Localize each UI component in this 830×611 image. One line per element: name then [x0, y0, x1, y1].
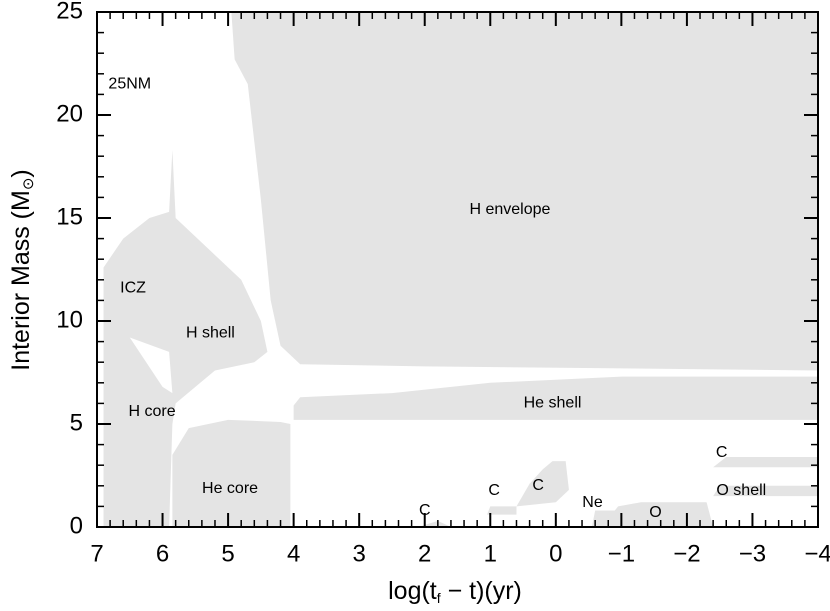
- x-label-sub: f: [437, 590, 441, 606]
- region-label: O shell: [716, 482, 766, 499]
- x-tick-label: 1: [484, 540, 497, 567]
- y-tick-label: 10: [56, 306, 83, 333]
- x-tick-label: 6: [156, 540, 169, 567]
- x-label-part: log(t: [388, 577, 437, 605]
- y-label-part: ): [7, 169, 35, 177]
- x-tick-label: 3: [353, 540, 366, 567]
- region-label: 25NM: [108, 75, 151, 92]
- y-tick-label: 5: [70, 409, 83, 436]
- convective-region: [418, 520, 451, 527]
- region-label: O: [649, 504, 661, 521]
- region-label: H core: [128, 403, 175, 420]
- y-tick-label: 0: [70, 512, 83, 539]
- convective-region: [713, 485, 818, 497]
- convective-region: [516, 461, 569, 507]
- convective-region: [231, 12, 819, 371]
- x-label-part: − t)(yr): [441, 577, 522, 605]
- region-label: H shell: [186, 325, 235, 342]
- convective-region: [713, 456, 818, 468]
- region-label: C: [532, 477, 544, 494]
- region-label: He core: [202, 480, 258, 497]
- x-tick-label: 7: [90, 540, 103, 567]
- region-label: ICZ: [120, 279, 146, 296]
- plot-frame: [96, 11, 819, 528]
- convective-region: [103, 150, 268, 527]
- region-label: C: [419, 502, 431, 519]
- x-tick-label: 4: [287, 540, 300, 567]
- y-tick-label: 15: [56, 203, 83, 230]
- x-tick-label: 0: [549, 540, 562, 567]
- region-label: H envelope: [469, 201, 550, 218]
- regions: [103, 12, 819, 527]
- x-tick-label: −3: [739, 540, 766, 567]
- x-tick-label: 2: [418, 540, 431, 567]
- x-tick-label: −1: [608, 540, 635, 567]
- y-axis-label: Interior Mass (M⊙): [7, 169, 37, 371]
- x-tick-label: −2: [673, 540, 700, 567]
- convective-region: [486, 506, 517, 515]
- x-axis-label: log(tf − t)(yr): [388, 577, 522, 606]
- region-label: C: [488, 482, 500, 499]
- region-label: Ne: [582, 494, 603, 511]
- y-tick-label: 25: [56, 0, 83, 24]
- x-tick-label: 5: [221, 540, 234, 567]
- region-label: C: [716, 444, 728, 461]
- x-tick-label: −4: [804, 540, 830, 567]
- y-tick-label: 20: [56, 100, 83, 127]
- y-label-part: Interior Mass (M: [7, 190, 35, 371]
- convective-region: [129, 337, 173, 394]
- region-label: He shell: [524, 395, 582, 412]
- convective-region: [172, 419, 291, 527]
- y-label-sub: ⊙: [20, 178, 37, 191]
- convective-region: [293, 376, 818, 420]
